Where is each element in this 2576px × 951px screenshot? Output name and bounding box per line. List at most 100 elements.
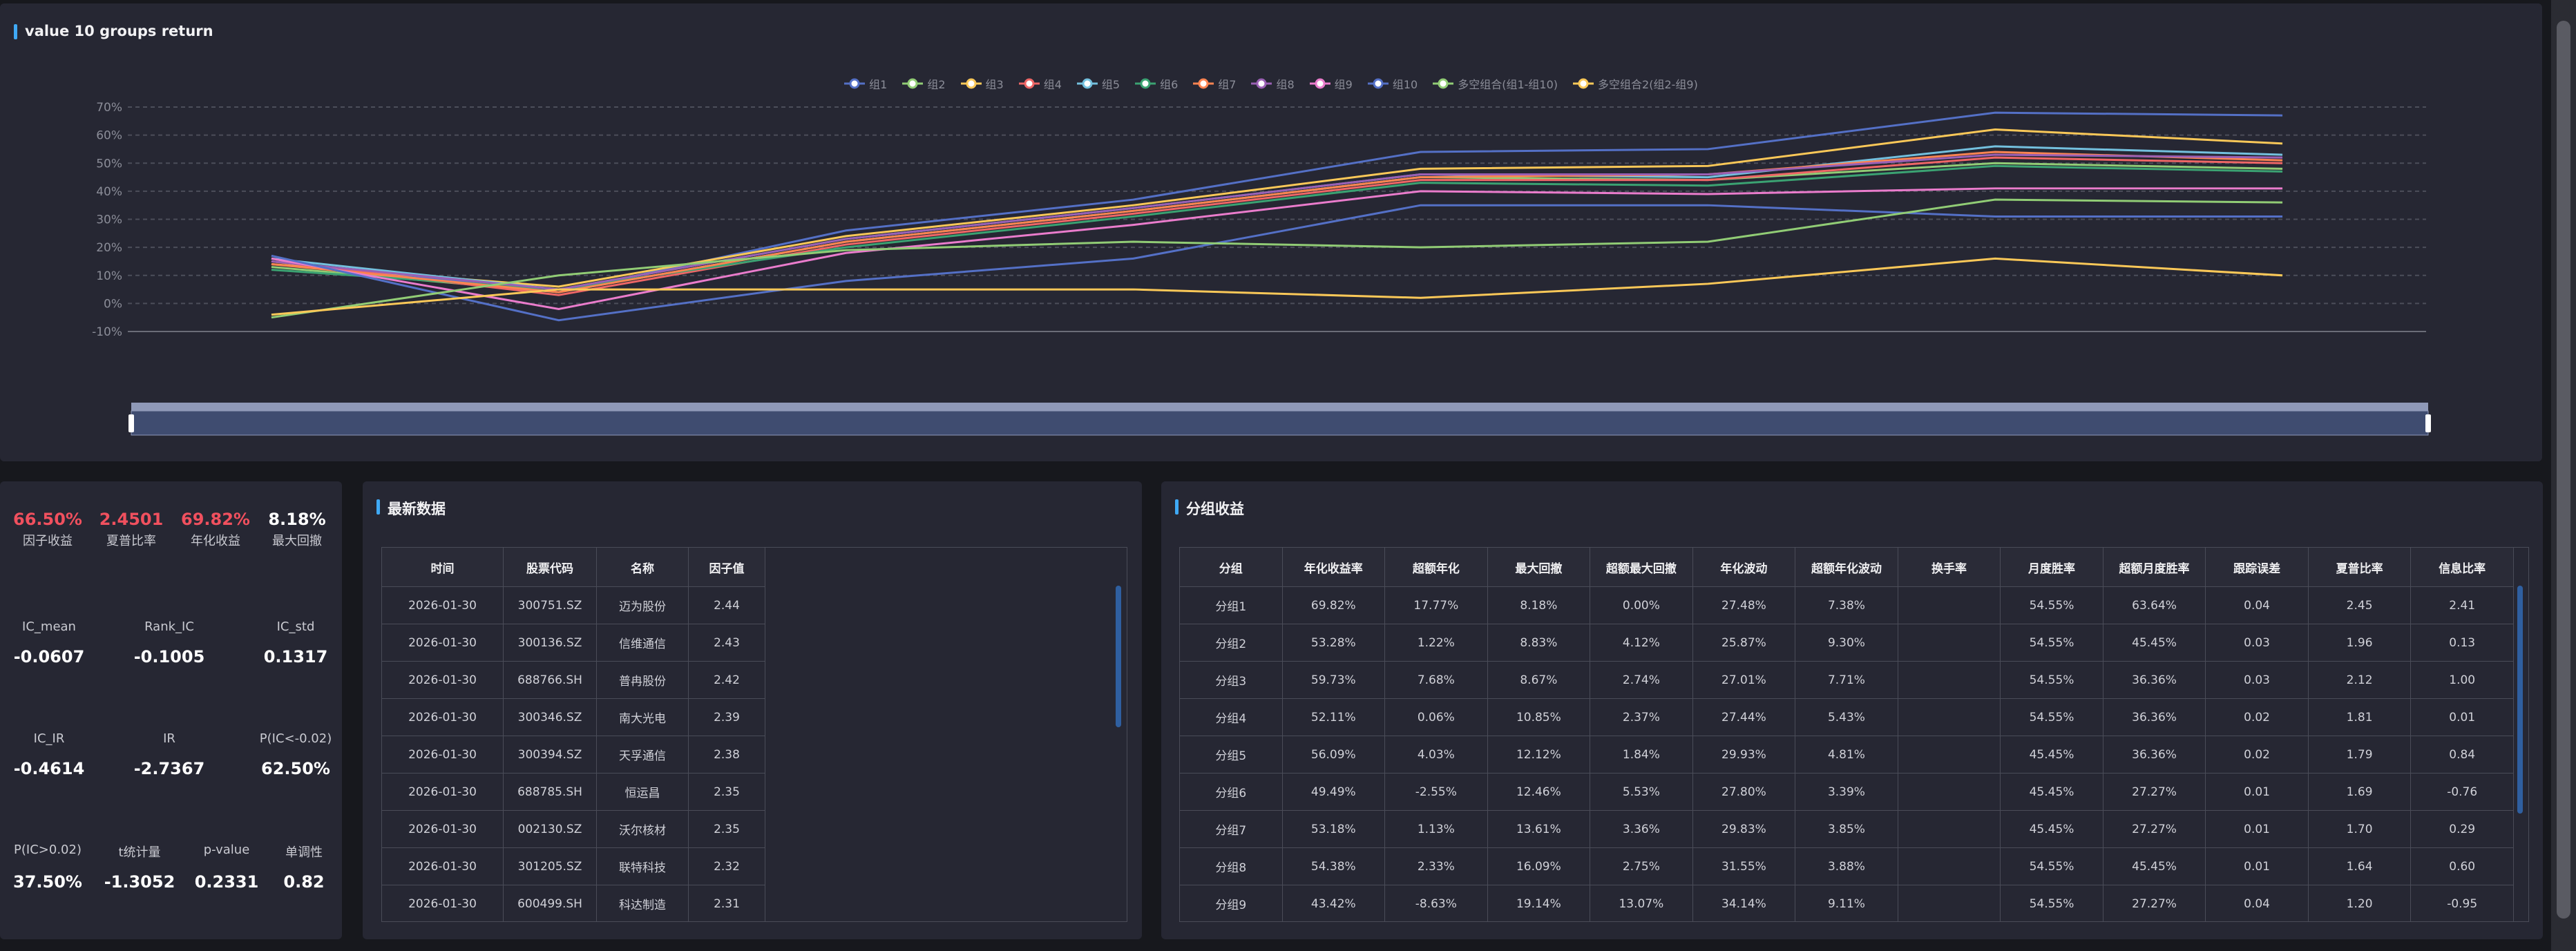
metric: P(IC<-0.02) 62.50% <box>244 731 342 778</box>
metric-label: IC_IR <box>33 731 65 746</box>
legend-item: 多空组合2(组2-组9) <box>1573 75 1698 92</box>
table-row: 分组7 53.18% 1.13% 13.61% 3.36% 29.83% 3.85% 45.4… <box>1180 810 2514 848</box>
metric-label: IC_std <box>276 619 315 634</box>
table-cell: 54.55% <box>2000 661 2103 699</box>
legend-icon <box>960 78 982 89</box>
table-cell <box>1897 847 2001 885</box>
column-header: 名称 <box>596 548 689 587</box>
table-cell: 分组7 <box>1180 810 1283 848</box>
table-cell: 29.83% <box>1692 810 1796 848</box>
table-cell <box>1897 698 2001 736</box>
zoom-handle[interactable] <box>128 414 134 432</box>
zoom-bar[interactable] <box>131 403 2428 411</box>
groups-panel: 分组收益 分组 年化收益率 超额年化 最大回撤 超额最大回撤 年化波动 超额年化波动 换手率月… <box>1161 481 2543 939</box>
table-cell: -0.95 <box>2410 885 2514 921</box>
table-cell: 12.46% <box>1487 773 1591 811</box>
column-header: 时间 <box>382 548 504 587</box>
latest-panel: 最新数据 时间 股票代码 名称 因子值 2026-01-30 300751.SZ 迈为股份 2… <box>363 481 1142 939</box>
table-cell: 2.35 <box>688 773 765 811</box>
table-cell: 45.45% <box>2000 773 2103 811</box>
table-cell: 0.84 <box>2410 736 2514 774</box>
table-cell: 16.09% <box>1487 847 1591 885</box>
table-cell: 54.55% <box>2000 885 2103 921</box>
table-row: 2026-01-30 688785.SH 恒运昌 2.35 <box>382 773 765 811</box>
table-cell: 2.44 <box>688 586 765 624</box>
groups-table: 分组 年化收益率 超额年化 最大回撤 超额最大回撤 年化波动 超额年化波动 换手率 月度胜率 超额… <box>1180 548 2514 921</box>
table-cell: 4.12% <box>1590 624 1693 662</box>
table-cell: 0.03 <box>2205 661 2309 699</box>
metric-label: IC_mean <box>22 619 76 634</box>
y-tick-label: 10% <box>96 269 122 283</box>
header-row: 分组 年化收益率 超额年化 最大回撤 超额最大回撤 年化波动 超额年化波动 换手率 月度胜率 超额… <box>1180 548 2514 587</box>
metric-value: 2.4501 <box>99 510 164 529</box>
table-cell: 2026-01-30 <box>382 624 504 662</box>
table-cell: 34.14% <box>1692 885 1796 921</box>
table-cell: 2.35 <box>688 810 765 848</box>
legend-item: 组5 <box>1076 75 1120 92</box>
scroll-thumb[interactable] <box>2557 21 2570 919</box>
legend-item: 组7 <box>1193 75 1236 92</box>
legend-dot <box>1438 78 1449 89</box>
table-cell: 分组5 <box>1180 736 1283 774</box>
table-cell: 27.27% <box>2102 810 2206 848</box>
table-cell: 36.36% <box>2102 736 2206 774</box>
legend-icon <box>1433 78 1454 89</box>
table-cell: 300346.SZ <box>503 698 597 736</box>
table-cell: 2.31 <box>688 885 765 921</box>
table-cell: 9.30% <box>1795 624 1898 662</box>
table-cell: 0.04 <box>2205 885 2309 921</box>
table-cell: 普冉股份 <box>596 661 689 699</box>
zoom-handle[interactable] <box>2425 414 2431 432</box>
table-cell: 17.77% <box>1384 586 1488 624</box>
metric-label: t统计量 <box>118 845 161 860</box>
metric-value: -0.0607 <box>13 647 85 666</box>
table-row: 分组1 69.82% 17.77% 8.18% 0.00% 27.48% 7.38% 54.5… <box>1180 586 2514 624</box>
legend-item: 组9 <box>1309 75 1353 92</box>
table-cell: 54.55% <box>2000 847 2103 885</box>
table-cell: 25.87% <box>1692 624 1796 662</box>
table-cell: 1.70 <box>2307 810 2412 848</box>
series-line <box>271 156 2283 296</box>
table-cell: 54.55% <box>2000 586 2103 624</box>
legend-label: 组7 <box>1218 78 1237 91</box>
legend-icon <box>1573 78 1594 89</box>
table-cell: 分组6 <box>1180 773 1283 811</box>
metric: IC_std 0.1317 <box>244 619 342 666</box>
legend-dot <box>1578 78 1589 89</box>
legend-item: 组2 <box>902 75 946 92</box>
scrollbar[interactable] <box>2517 586 2523 814</box>
metric-label: IR <box>163 731 175 746</box>
table-cell: 301205.SZ <box>503 847 597 885</box>
table-cell <box>1897 885 2001 921</box>
table-cell: 54.55% <box>2000 624 2103 662</box>
table-cell: 2.43 <box>688 624 765 662</box>
table-cell: 信维通信 <box>596 624 689 662</box>
scrollbar[interactable] <box>1116 586 1121 727</box>
legend-icon <box>1367 78 1389 89</box>
panel-title: 最新数据 <box>376 498 446 519</box>
table-cell: 13.61% <box>1487 810 1591 848</box>
table-cell: 2.42 <box>688 661 765 699</box>
metric: 2.4501 夏普比率 <box>79 510 183 549</box>
legend-dot <box>849 78 860 89</box>
table-cell: 0.03 <box>2205 624 2309 662</box>
series-line <box>271 162 2283 294</box>
table-cell: 7.38% <box>1795 586 1898 624</box>
table-cell: 沃尔核材 <box>596 810 689 848</box>
series-line <box>271 153 2283 291</box>
table-cell: -2.55% <box>1384 773 1488 811</box>
y-tick-label: -10% <box>92 325 122 339</box>
table-cell: 0.04 <box>2205 586 2309 624</box>
page-scrollbar[interactable] <box>2551 0 2576 951</box>
table-cell <box>1897 624 2001 662</box>
table-cell: 2.75% <box>1590 847 1693 885</box>
legend-label: 组8 <box>1276 78 1295 91</box>
table-cell: 2026-01-30 <box>382 736 504 774</box>
series-line <box>271 151 2283 294</box>
table-cell: 2026-01-30 <box>382 661 504 699</box>
table-cell: 0.29 <box>2410 810 2514 848</box>
table-cell: 45.45% <box>2000 810 2103 848</box>
zoom-window[interactable] <box>131 410 2429 436</box>
metric-value: -0.1005 <box>133 647 205 666</box>
table-row: 2026-01-30 300346.SZ 南大光电 2.39 <box>382 698 765 736</box>
